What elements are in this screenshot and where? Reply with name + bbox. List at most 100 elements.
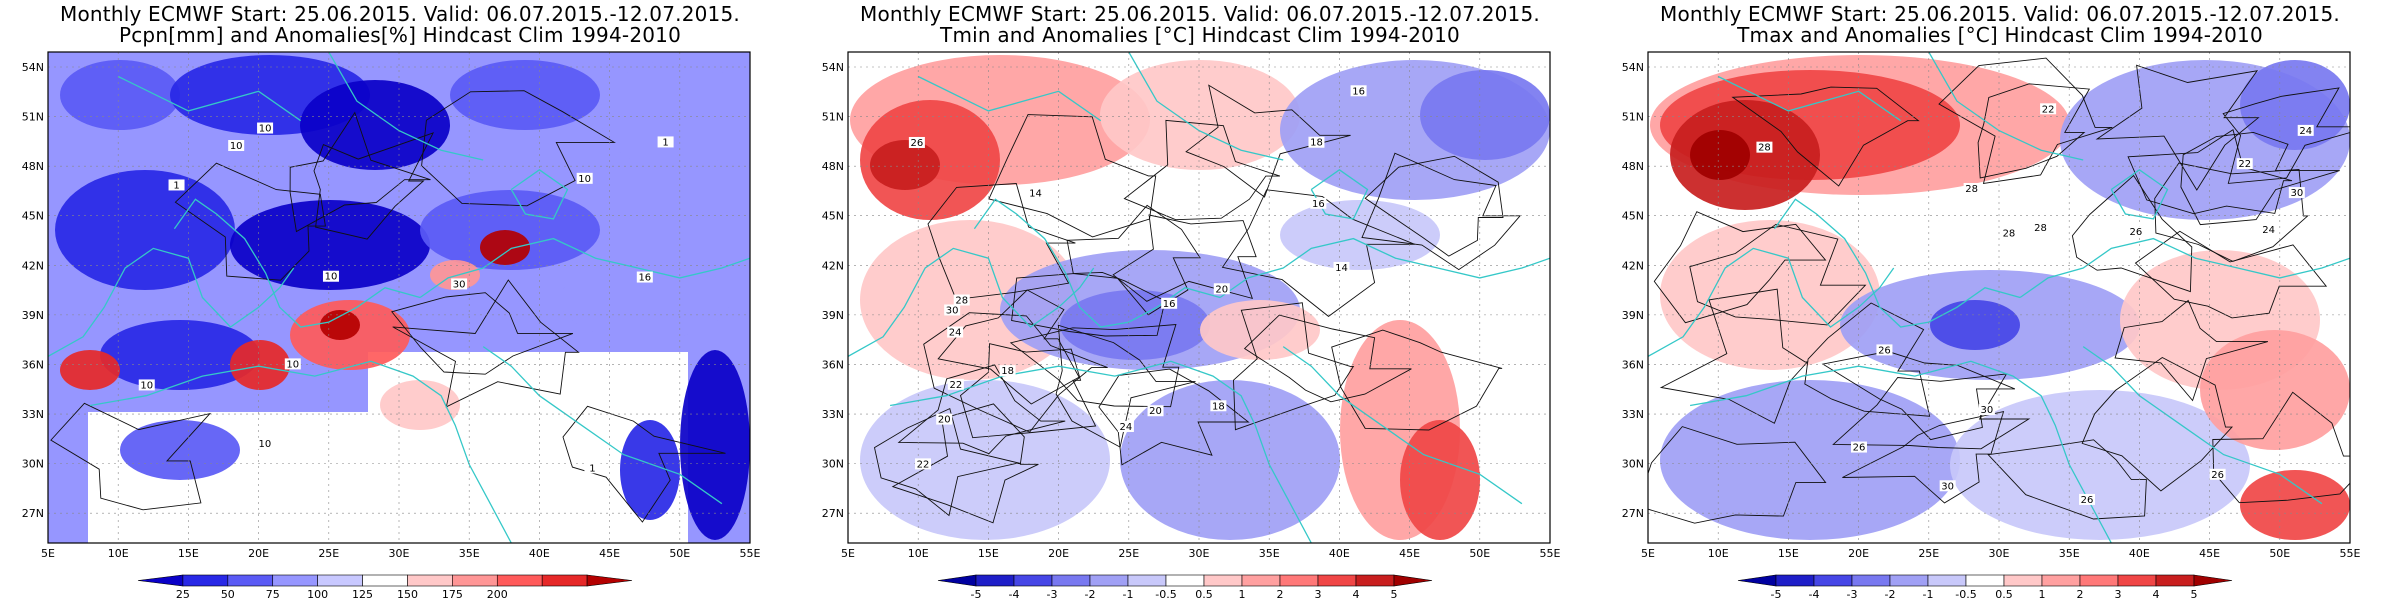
coastline xyxy=(1689,360,2112,543)
contour-label: 24 xyxy=(1120,422,1133,433)
colorbar-tick-label: 50 xyxy=(221,588,235,600)
contour-label: 30 xyxy=(1941,481,1954,492)
contour-label-bg xyxy=(657,136,674,148)
contour-label-bg xyxy=(2236,158,2253,170)
contour-label-bg xyxy=(584,462,601,474)
lat-tick-label: 54N xyxy=(822,61,844,74)
contour-label-bg xyxy=(576,172,593,184)
lon-tick-label: 30E xyxy=(1189,547,1210,560)
contour-label-bg xyxy=(1210,400,1227,412)
coastline xyxy=(1219,237,1550,299)
contour-label: 10 xyxy=(140,380,153,391)
coastline xyxy=(48,247,295,357)
coastline xyxy=(1648,247,1895,357)
lat-tick-label: 45N xyxy=(822,210,844,223)
anomaly-region xyxy=(1120,380,1340,540)
colorbar-segment xyxy=(182,574,229,587)
contour-line xyxy=(1185,84,1351,198)
anomaly-region xyxy=(1280,200,1440,270)
contour-label-bg xyxy=(2040,103,2057,115)
contour-label-bg xyxy=(1027,187,1044,199)
contour-label: 22 xyxy=(2238,159,2251,170)
contour-label-bg xyxy=(908,136,925,148)
contour-label-bg xyxy=(2079,493,2096,505)
contour-label-bg xyxy=(322,270,339,282)
contour-line xyxy=(1938,57,2113,185)
lon-tick-label: 35E xyxy=(2059,547,2080,560)
contour-label: 16 xyxy=(638,273,651,284)
colorbar-tick-label: 150 xyxy=(397,588,418,600)
colorbar-tick-label: 3 xyxy=(2115,588,2122,600)
lon-tick-label: 30E xyxy=(389,547,410,560)
colorbar-segment xyxy=(407,574,453,587)
anomaly-region xyxy=(2240,470,2350,540)
contour-label-bg xyxy=(636,271,653,283)
contour-label: 20 xyxy=(938,415,951,426)
colorbar-tick-label: 5 xyxy=(1391,588,1398,600)
colorbar-tick-label: 175 xyxy=(442,588,463,600)
panel-title-line1: Monthly ECMWF Start: 25.06.2015. Valid: … xyxy=(60,2,740,26)
colorbar-segment xyxy=(1089,574,1129,587)
contour-label: 10 xyxy=(578,174,591,185)
lat-tick-label: 27N xyxy=(1622,507,1644,520)
contour-label: 26 xyxy=(1878,345,1891,356)
lon-tick-label: 35E xyxy=(1259,547,1280,560)
contour-line xyxy=(562,405,726,523)
contour-label-bg xyxy=(1213,283,1230,295)
colorbar-tick-label: 3 xyxy=(1315,588,1322,600)
anomaly-region xyxy=(60,60,180,130)
contour-label-bg xyxy=(947,326,964,338)
contour-label-bg xyxy=(2288,187,2305,199)
contour-line xyxy=(1832,373,2031,450)
contour-label-bg xyxy=(1333,261,1350,273)
contour-line xyxy=(289,111,431,233)
lon-tick-label: 20E xyxy=(1048,547,1069,560)
colorbar-segment xyxy=(452,574,498,587)
contour-label: 30 xyxy=(946,305,959,316)
lon-tick-label: 25E xyxy=(318,547,339,560)
map-frame xyxy=(847,51,1551,544)
contour-label-bg xyxy=(1939,480,1956,492)
colorbar-segment xyxy=(1165,574,1205,587)
colorbar-segment xyxy=(272,574,318,587)
precip-map: 10 16 10 1 10 1 30 10 10 1 10 10 54N 51N 48N 45N 42N 39N 3… xyxy=(22,51,761,600)
contour-line xyxy=(421,90,616,207)
contour-line xyxy=(873,407,1022,517)
lon-tick-label: 15E xyxy=(178,547,199,560)
contour-label: 14 xyxy=(1335,263,1348,274)
colorbar-segment xyxy=(1051,574,1091,587)
lat-tick-label: 42N xyxy=(822,259,844,272)
contour-label: 16 xyxy=(1312,199,1325,210)
contour-label: 18 xyxy=(1310,138,1323,149)
contour-label: 24 xyxy=(2299,126,2312,137)
contour-line xyxy=(959,343,1097,439)
contour-line xyxy=(2180,131,2340,226)
contour-line xyxy=(1842,411,2005,504)
lat-tick-label: 54N xyxy=(22,61,44,74)
contour-label: 24 xyxy=(2262,225,2275,236)
contour-label: 26 xyxy=(1853,443,1866,454)
lat-tick-label: 33N xyxy=(22,408,44,421)
anomaly-region xyxy=(480,230,530,265)
contour-label-bg xyxy=(2032,222,2049,234)
contour-label-bg xyxy=(284,358,301,370)
lon-tick-label: 50E xyxy=(1469,547,1490,560)
anomaly-region xyxy=(1930,300,2020,350)
panel-title-line2: Pcpn[mm] and Anomalies[%] Hindcast Clim … xyxy=(118,23,682,47)
contour-label: 30 xyxy=(1981,405,1994,416)
contour-line xyxy=(2212,391,2350,504)
tmin-map: 16141618201422242018242220262830181654N5… xyxy=(822,51,1561,600)
coastline xyxy=(117,75,302,122)
contour-label: 10 xyxy=(259,439,272,450)
contour-label: 30 xyxy=(2290,188,2303,199)
coastline xyxy=(173,198,421,328)
contour-line xyxy=(2222,87,2350,184)
colorbar-segment xyxy=(1317,574,1357,587)
contour-line xyxy=(1364,155,1504,257)
contour-label-bg xyxy=(1308,136,1325,148)
colorbar-tick-label: -0.5 xyxy=(1155,588,1176,600)
contour-label-bg xyxy=(256,437,273,449)
map-field: 10 16 10 1 10 1 30 10 10 1 10 10 xyxy=(48,52,750,543)
anomaly-region xyxy=(1660,220,1880,370)
